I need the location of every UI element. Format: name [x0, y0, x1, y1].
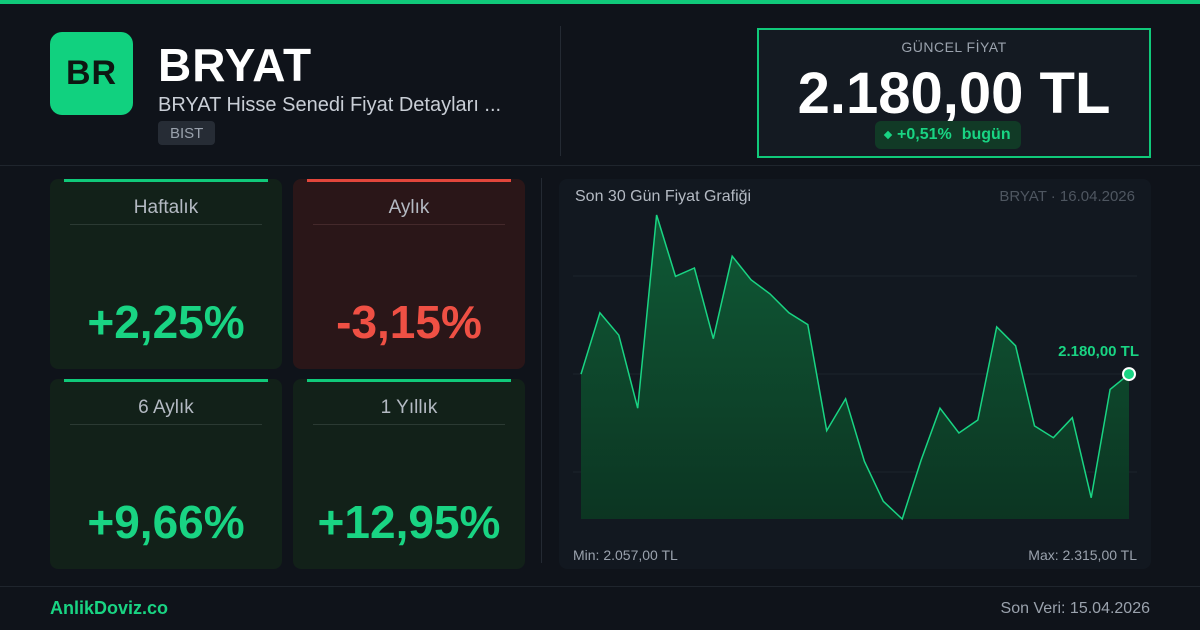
- chart-meta: BRYAT · 16.04.2026: [999, 188, 1135, 205]
- header-divider: [560, 26, 561, 156]
- ticker-logo: BR: [50, 32, 133, 115]
- card-label: Haftalık: [133, 197, 199, 218]
- accent-top-line: [0, 0, 1200, 4]
- card-divider: [70, 224, 262, 225]
- card-divider: [313, 224, 505, 225]
- daily-change-badge: +0,51% bugün: [875, 121, 1021, 149]
- current-price-label: GÜNCEL FİYAT: [901, 39, 1007, 55]
- brand-link[interactable]: AnlikDoviz.co: [50, 598, 169, 618]
- last-price-label: 2.180,00 TL: [1058, 343, 1139, 360]
- card-value: +12,95%: [317, 496, 501, 548]
- last-price-point: [1122, 367, 1136, 382]
- content-divider: [541, 178, 542, 563]
- card-label: 1 Yıllık: [380, 397, 438, 418]
- diamond-icon: [883, 130, 893, 140]
- card-divider: [70, 424, 262, 425]
- card-accent-bar: [64, 179, 268, 182]
- card-divider: [313, 424, 505, 425]
- card-value: +9,66%: [87, 496, 245, 548]
- ticker-title: BRYAT: [158, 39, 313, 91]
- header-separator: [0, 165, 1200, 166]
- daily-change-value: +0,51%: [897, 126, 952, 143]
- card-label: Aylık: [388, 197, 430, 218]
- chart-title: Son 30 Gün Fiyat Grafiği: [575, 188, 752, 205]
- chart-min-label: Min: 2.057,00 TL: [573, 547, 678, 563]
- last-data-date: Son Veri: 15.04.2026: [1000, 600, 1150, 617]
- card-6month: 6 Aylık +9,66%: [50, 379, 282, 569]
- card-accent-bar: [307, 379, 511, 382]
- ticker-subtitle: BRYAT Hisse Senedi Fiyat Detayları ...: [158, 94, 502, 116]
- daily-change-suffix: bugün: [961, 126, 1011, 143]
- price-line: [580, 214, 1130, 521]
- current-price-value: 2.180,00 TL: [797, 61, 1111, 126]
- price-chart: 2.180,00 TL: [573, 214, 1139, 521]
- card-weekly: Haftalık +2,25%: [50, 179, 282, 369]
- card-value: -3,15%: [336, 296, 482, 348]
- price-chart-panel: 2.180,00 TL Son 30 Gün Fiyat Grafiği BRY…: [559, 179, 1151, 569]
- current-price-box: GÜNCEL FİYAT 2.180,00 TL +0,51% bugün: [757, 28, 1151, 158]
- logo-text: BR: [65, 54, 118, 92]
- card-yearly: 1 Yıllık +12,95%: [293, 379, 525, 569]
- chart-max-label: Max: 2.315,00 TL: [1028, 547, 1137, 563]
- card-accent-bar: [64, 379, 268, 382]
- card-label: 6 Aylık: [138, 397, 194, 418]
- price-area: [581, 215, 1129, 519]
- card-accent-bar: [307, 179, 511, 182]
- footer-separator: [0, 586, 1200, 587]
- exchange-badge: BIST: [158, 121, 216, 145]
- card-value: +2,25%: [87, 296, 245, 348]
- card-monthly: Aylık -3,15%: [293, 179, 525, 369]
